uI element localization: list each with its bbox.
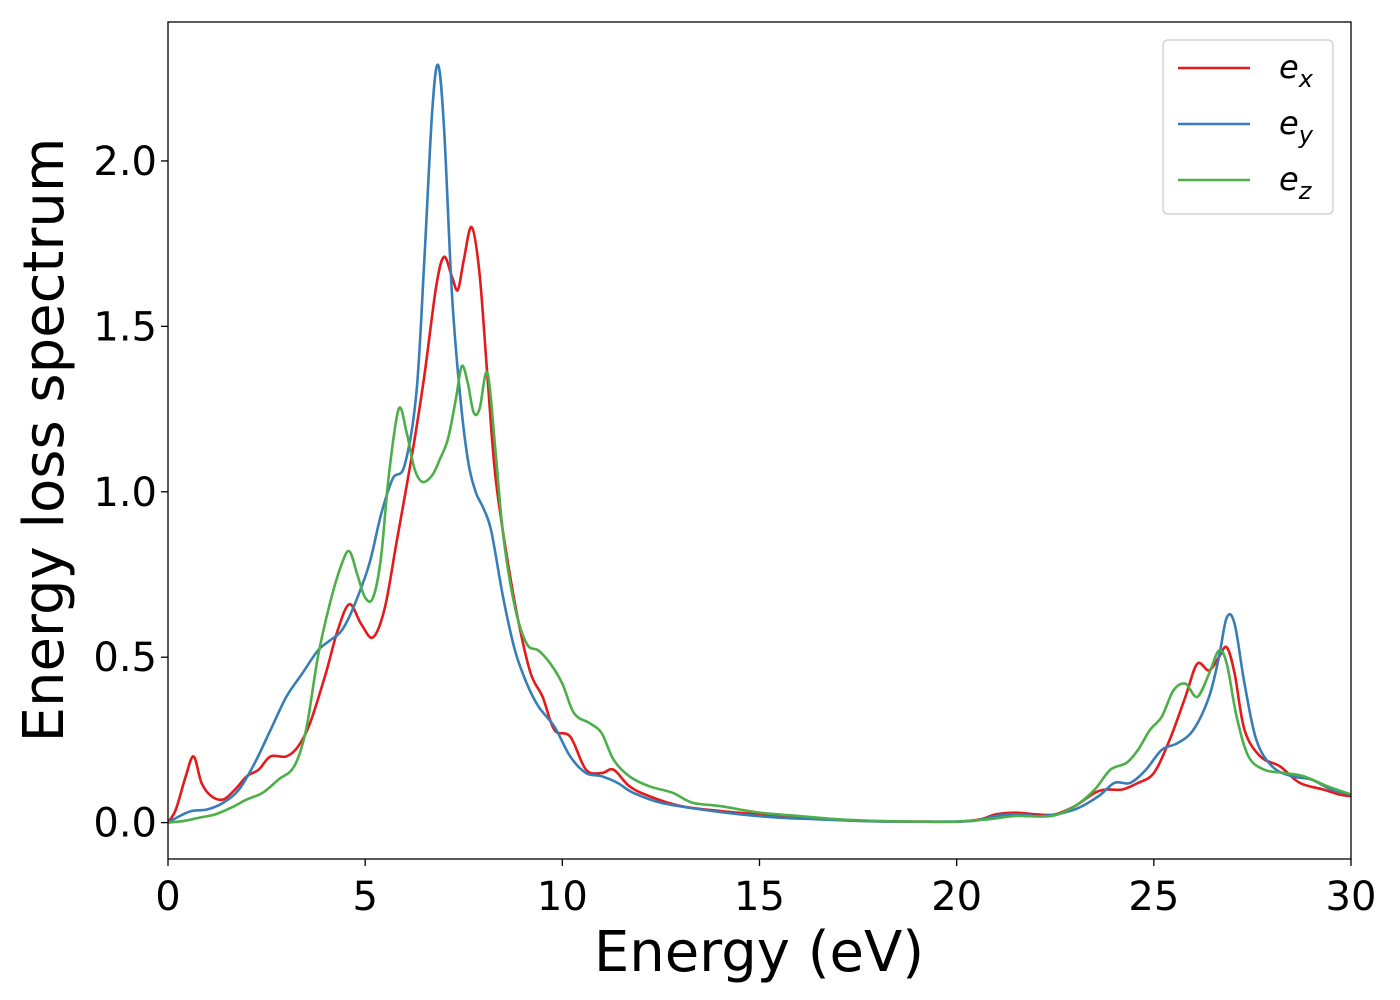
series-layer [168, 63, 1351, 824]
legend-item-e-y: ey [1178, 104, 1314, 149]
legend: ex ey ez [1162, 39, 1334, 215]
y-tick-label: 1.0 [93, 470, 157, 516]
y-tick-label: 0.0 [93, 801, 157, 847]
legend-item-e-z: ez [1178, 160, 1313, 205]
x-tick-label: 25 [1128, 874, 1179, 920]
x-tick-label: 5 [352, 874, 377, 920]
legend-item-e-x: ex [1178, 48, 1314, 93]
legend-box [1162, 39, 1334, 215]
legend-label: ez [1279, 160, 1313, 205]
legend-entries: ex ey ez [1178, 48, 1314, 205]
y-axis-label: Energy loss spectrum [12, 138, 77, 743]
series-line-e-y [168, 63, 1351, 824]
x-tick-label: 15 [734, 874, 785, 920]
y-tick-label: 0.5 [93, 635, 157, 681]
legend-label: ey [1279, 104, 1314, 149]
x-axis-ticks: 0 5 10 15 20 25 30 [155, 859, 1376, 920]
plot-frame [167, 21, 1352, 860]
x-tick-label: 0 [155, 874, 180, 920]
series-line-e-z [168, 364, 1351, 824]
y-axis-ticks: 0.0 0.5 1.0 1.5 2.0 [93, 139, 168, 847]
x-tick-label: 20 [931, 874, 982, 920]
y-tick-label: 2.0 [93, 139, 157, 185]
y-tick-label: 1.5 [93, 304, 157, 350]
legend-label: ex [1279, 48, 1314, 93]
x-tick-label: 10 [537, 874, 588, 920]
x-tick-label: 30 [1326, 874, 1377, 920]
x-axis-label: Energy (eV) [594, 920, 924, 985]
